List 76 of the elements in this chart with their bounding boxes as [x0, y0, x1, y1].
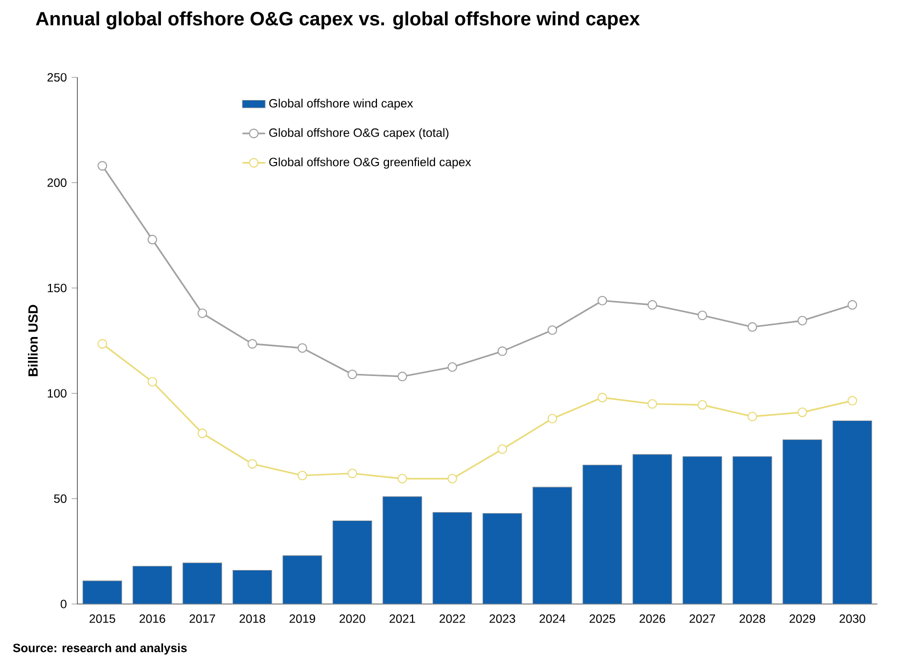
x-tick-label: 2029 — [790, 614, 816, 623]
point — [298, 343, 308, 353]
point — [498, 346, 508, 356]
bar — [382, 496, 422, 604]
point — [598, 392, 608, 402]
x-tick-label: 2019 — [290, 614, 316, 623]
point — [798, 407, 808, 418]
bar — [532, 486, 572, 604]
bar — [432, 512, 472, 604]
bar — [582, 464, 622, 604]
point — [198, 308, 208, 318]
chart-title: Annual global offshore O&G capex vs. global offshore wind capex — [36, 11, 640, 30]
bar — [82, 580, 122, 604]
point — [98, 161, 108, 171]
bar — [732, 456, 772, 604]
x-tick-label: 2028 — [740, 614, 766, 623]
point — [598, 296, 608, 306]
bar — [832, 420, 872, 604]
bar — [482, 513, 522, 604]
point — [298, 470, 308, 480]
source-note: Source: research and analysis — [13, 643, 187, 655]
point — [248, 459, 258, 469]
y-axis-title: Billion USD — [28, 304, 38, 376]
point — [98, 339, 108, 349]
point — [848, 396, 858, 406]
y-tick-label: 50 — [54, 494, 66, 503]
x-tick-label: 2017 — [190, 614, 216, 623]
x-tick-label: 2015 — [90, 614, 116, 623]
point — [798, 316, 808, 326]
point — [848, 300, 858, 310]
x-tick-label: 2021 — [390, 614, 416, 623]
bar — [682, 456, 722, 604]
point — [398, 474, 408, 484]
bar — [232, 570, 272, 604]
y-tick-label: 100 — [48, 389, 66, 398]
x-tick-label: 2023 — [490, 614, 516, 623]
bar — [182, 562, 222, 604]
y-tick-label: 0 — [60, 600, 66, 608]
x-tick-label: 2024 — [540, 614, 566, 623]
x-tick-label: 2020 — [340, 614, 366, 623]
y-tick-label: 150 — [48, 284, 66, 292]
x-tick-label: 2026 — [640, 614, 666, 623]
point — [548, 325, 558, 335]
point — [548, 414, 558, 424]
bar — [132, 566, 172, 604]
point — [148, 376, 158, 387]
point — [398, 372, 408, 382]
point — [698, 400, 708, 410]
legend-label: Global offshore O&G capex (total) — [269, 128, 448, 140]
point — [648, 300, 658, 310]
point — [148, 234, 158, 244]
x-tick-label: 2025 — [590, 614, 616, 623]
y-tick-label: 250 — [48, 73, 66, 82]
bar — [632, 454, 672, 604]
x-tick-label: 2022 — [440, 614, 466, 623]
point — [498, 444, 508, 454]
point — [448, 362, 458, 372]
point — [698, 310, 708, 320]
bar — [282, 555, 322, 604]
x-tick-label: 2018 — [240, 614, 266, 623]
legend-label: Global offshore wind capex — [269, 98, 414, 110]
bar — [782, 439, 822, 604]
point — [348, 468, 358, 478]
point — [648, 399, 658, 409]
x-tick-label: 2030 — [840, 614, 866, 623]
point — [198, 428, 208, 438]
point — [448, 474, 458, 484]
point — [348, 370, 358, 380]
point — [248, 339, 258, 349]
bar — [332, 520, 372, 604]
point — [748, 412, 758, 422]
legend-label: Global offshore O&G greenfield capex — [269, 157, 472, 169]
point — [748, 322, 758, 332]
y-tick-label: 200 — [48, 178, 66, 187]
x-tick-label: 2016 — [140, 614, 166, 623]
x-tick-label: 2027 — [690, 614, 716, 623]
